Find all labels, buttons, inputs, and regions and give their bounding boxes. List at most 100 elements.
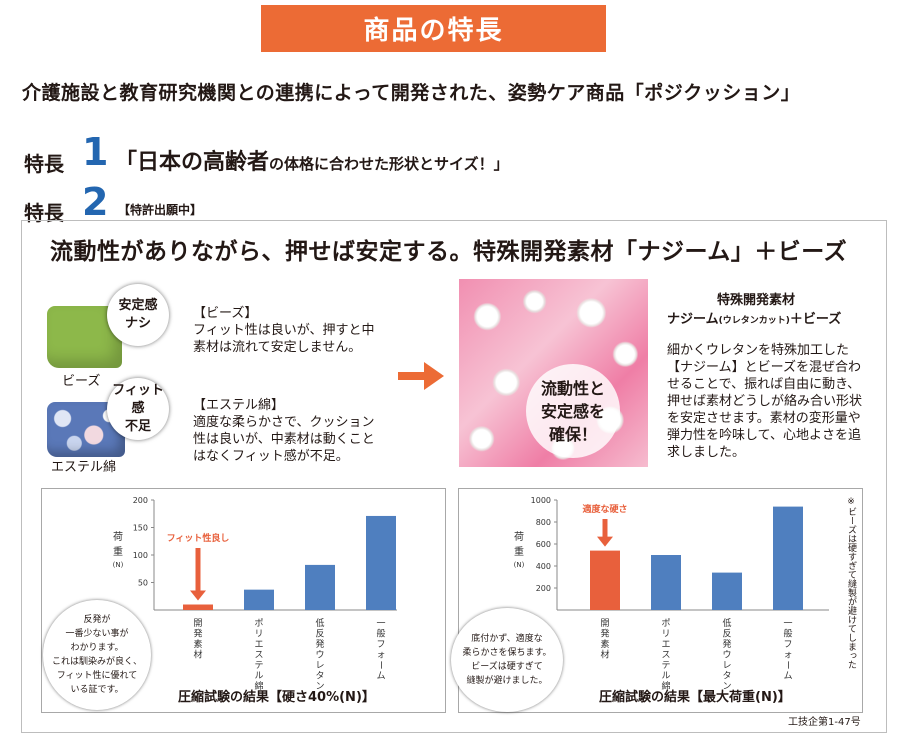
x-tick-label: ウ bbox=[722, 650, 731, 661]
bar bbox=[183, 604, 213, 610]
feature1-text: 「日本の高齢者の体格に合わせた形状とサイズ！」 bbox=[115, 144, 509, 176]
y-tick-label: 600 bbox=[536, 540, 551, 549]
x-tick-label: エ bbox=[254, 640, 263, 650]
arrow-right-icon bbox=[398, 362, 444, 390]
x-tick-label: 発 bbox=[600, 628, 609, 640]
x-tick-label: 素 bbox=[600, 638, 609, 650]
x-tick-label: ポ bbox=[254, 618, 263, 629]
y-axis-label: 重 bbox=[514, 545, 524, 558]
bubble-line: 底付かず、適度な bbox=[471, 634, 543, 644]
x-tick-label: 開 bbox=[600, 618, 609, 629]
highlight-annotation: フィット性良し bbox=[167, 532, 230, 544]
fit-badge: フィット感 不足 bbox=[107, 378, 169, 440]
x-tick-label: テ bbox=[254, 660, 263, 671]
photo-badge: 流動性と 安定感を 確保！ bbox=[526, 364, 620, 458]
y-axis-label: 重 bbox=[113, 545, 123, 558]
y-tick-label: 800 bbox=[536, 518, 551, 527]
feature1-label: 特長 bbox=[24, 152, 64, 176]
bubble-line: 一番少ない事が bbox=[65, 629, 129, 639]
x-tick-label: ス bbox=[661, 651, 670, 661]
y-tick-label: 150 bbox=[133, 524, 148, 533]
patent-badge: 【特許出願中】 bbox=[118, 203, 203, 217]
chart2-note-bubble: 底付かず、適度な 柔らかさを保ちます。 ビーズは硬すぎて 縫製が避けました。 bbox=[451, 608, 563, 712]
x-tick-label: 材 bbox=[600, 649, 609, 661]
bubble-line: 縫製が避けました。 bbox=[466, 676, 548, 686]
x-tick-label: 般 bbox=[376, 628, 385, 640]
chart2-svg: 2004006008001000荷重(N)開発素材ポリエステル綿低反発ウレタン一… bbox=[514, 496, 829, 692]
bubble-line: ビーズは硬すぎて bbox=[471, 662, 543, 672]
x-tick-label: 低 bbox=[722, 617, 731, 629]
bubble-line: いる証です。 bbox=[70, 685, 124, 695]
x-tick-label: フ bbox=[376, 640, 385, 650]
x-tick-label: ポ bbox=[661, 618, 670, 629]
x-tick-label: 一 bbox=[376, 619, 385, 629]
x-tick-label: 素 bbox=[193, 638, 202, 650]
chart1-note-bubble: 反発が一番少ない事が わかります。これは馴染みが良く、 フィット性に優れて いる証です… bbox=[43, 600, 151, 710]
y-tick-label: 1000 bbox=[531, 496, 551, 505]
bar bbox=[590, 550, 620, 610]
x-tick-label: ー bbox=[782, 660, 792, 669]
x-tick-label: 般 bbox=[783, 628, 792, 640]
y-axis-label: 荷 bbox=[514, 531, 524, 543]
x-tick-label: テ bbox=[661, 660, 670, 671]
beads-title: 【ビーズ】 bbox=[193, 306, 258, 321]
bar bbox=[244, 589, 274, 610]
x-tick-label: タ bbox=[315, 671, 324, 682]
x-tick-label: エ bbox=[661, 640, 670, 650]
x-tick-label: 綿 bbox=[254, 680, 263, 692]
x-tick-label: 一 bbox=[783, 619, 792, 629]
x-tick-label: 発 bbox=[315, 638, 324, 650]
bar bbox=[366, 515, 396, 610]
bubble-line: これは馴染みが良く、 bbox=[51, 657, 142, 667]
bubble-line: わかります。 bbox=[70, 643, 124, 653]
x-tick-label: 発 bbox=[193, 628, 202, 640]
x-tick-label: ム bbox=[783, 671, 792, 682]
x-tick-label: 低 bbox=[315, 617, 324, 629]
x-tick-label: 綿 bbox=[661, 680, 670, 692]
x-tick-label: ォ bbox=[783, 651, 792, 661]
chart1-svg: 50100150200荷重(N)開発素材ポリエステル綿低反発ウレタン一般フォーム… bbox=[113, 496, 397, 692]
bubble-line: 反発が bbox=[83, 615, 111, 625]
y-tick-label: 100 bbox=[133, 551, 148, 560]
annotation-arrow-shaft bbox=[195, 548, 201, 592]
ester-description: 適度な柔らかさで、クッション性は良いが、中素材は動くことはなくフィット感が不足。 bbox=[193, 415, 375, 464]
x-tick-label: フ bbox=[783, 640, 792, 650]
feature1-text-small: の体格に合わせた形状とサイズ！」 bbox=[269, 155, 509, 173]
highlight-annotation: 適度な硬さ bbox=[582, 503, 627, 515]
beads-note: ※ビーズは硬すぎて縫製が避けてしまった bbox=[846, 497, 856, 669]
x-tick-label: ー bbox=[375, 660, 385, 669]
bar bbox=[773, 506, 803, 610]
feature2-panel bbox=[21, 220, 887, 733]
x-tick-label: タ bbox=[722, 671, 731, 682]
ester-label: エステル綿 bbox=[51, 460, 117, 475]
feature1-text-main: 「日本の高齢者 bbox=[115, 150, 270, 175]
feature1-number: 1 bbox=[82, 130, 109, 174]
page-title: 商品の特長 bbox=[261, 5, 606, 52]
y-axis-label: (N) bbox=[113, 561, 124, 569]
annotation-arrow-shaft bbox=[602, 519, 608, 538]
x-tick-label: ス bbox=[254, 651, 263, 661]
y-tick-label: 200 bbox=[133, 496, 148, 505]
y-tick-label: 400 bbox=[536, 562, 551, 571]
document-number: 工技企第1-47号 bbox=[788, 717, 861, 728]
annotation-arrow-head bbox=[190, 590, 206, 601]
y-tick-label: 200 bbox=[536, 584, 551, 593]
x-tick-label: 発 bbox=[722, 638, 731, 650]
bubble-line: フィット性に優れて bbox=[56, 671, 138, 681]
bar bbox=[712, 572, 742, 610]
material-title: 特殊開発素材 bbox=[717, 293, 796, 308]
ester-title: 【エステル綿】 bbox=[193, 398, 285, 413]
x-tick-label: 材 bbox=[193, 649, 202, 661]
x-tick-label: 反 bbox=[315, 629, 324, 640]
x-tick-label: ウ bbox=[315, 650, 324, 661]
x-tick-label: ォ bbox=[376, 651, 385, 661]
material-subtitle: ナジーム(ウレタンカット)＋ビーズ bbox=[667, 312, 842, 327]
y-axis-label: 荷 bbox=[113, 531, 123, 543]
annotation-arrow-head bbox=[597, 536, 613, 547]
beads-label: ビーズ bbox=[62, 374, 101, 389]
x-tick-label: ム bbox=[376, 671, 385, 682]
x-tick-label: 開 bbox=[193, 618, 202, 629]
material-description: 細かくウレタンを特殊加工した【ナジーム】とビーズを混ぜ合わせることで、振れば自由… bbox=[667, 343, 863, 460]
feature2-headline: 流動性がありながら、押せば安定する。特殊開発素材「ナジーム」＋ビーズ bbox=[50, 239, 848, 265]
chart2-title: 圧縮試験の結果【最大荷重(N)】 bbox=[599, 690, 791, 705]
